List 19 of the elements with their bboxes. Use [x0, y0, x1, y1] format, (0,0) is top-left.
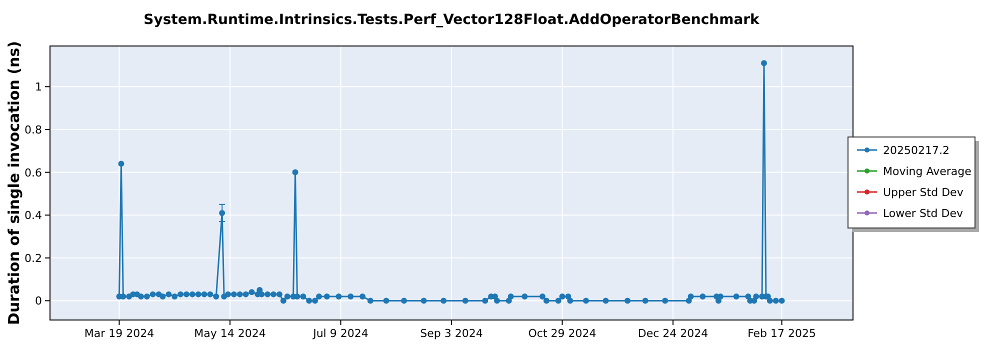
- y-tick-label: 0: [35, 294, 42, 308]
- y-tick-label: 0.8: [24, 123, 42, 136]
- x-tick-label: Jul 9 2024: [312, 327, 368, 340]
- legend-label: Lower Std Dev: [883, 207, 964, 220]
- y-tick-label: 0.6: [24, 166, 42, 180]
- x-tick-label: Oct 29 2024: [528, 327, 596, 340]
- y-axis-title: Duration of single invocation (ns): [5, 41, 23, 325]
- y-tick-label: 0.2: [24, 252, 42, 265]
- y-tick-label: 0.4: [24, 209, 42, 222]
- chart-title: System.Runtime.Intrinsics.Tests.Perf_Vector128Float.AddOperatorBenchmark: [144, 12, 760, 28]
- legend-label: Upper Std Dev: [883, 186, 964, 199]
- x-tick-label: May 14 2024: [194, 327, 266, 340]
- y-tick-label: 1: [35, 80, 42, 94]
- legend-label: 20250217.2: [883, 144, 950, 157]
- legend-label: Moving Average: [883, 165, 972, 178]
- x-tick-label: Dec 24 2024: [638, 327, 708, 340]
- x-tick-label: Mar 19 2024: [84, 327, 154, 340]
- x-tick-label: Feb 17 2025: [748, 327, 816, 340]
- x-tick-label: Sep 3 2024: [420, 327, 483, 340]
